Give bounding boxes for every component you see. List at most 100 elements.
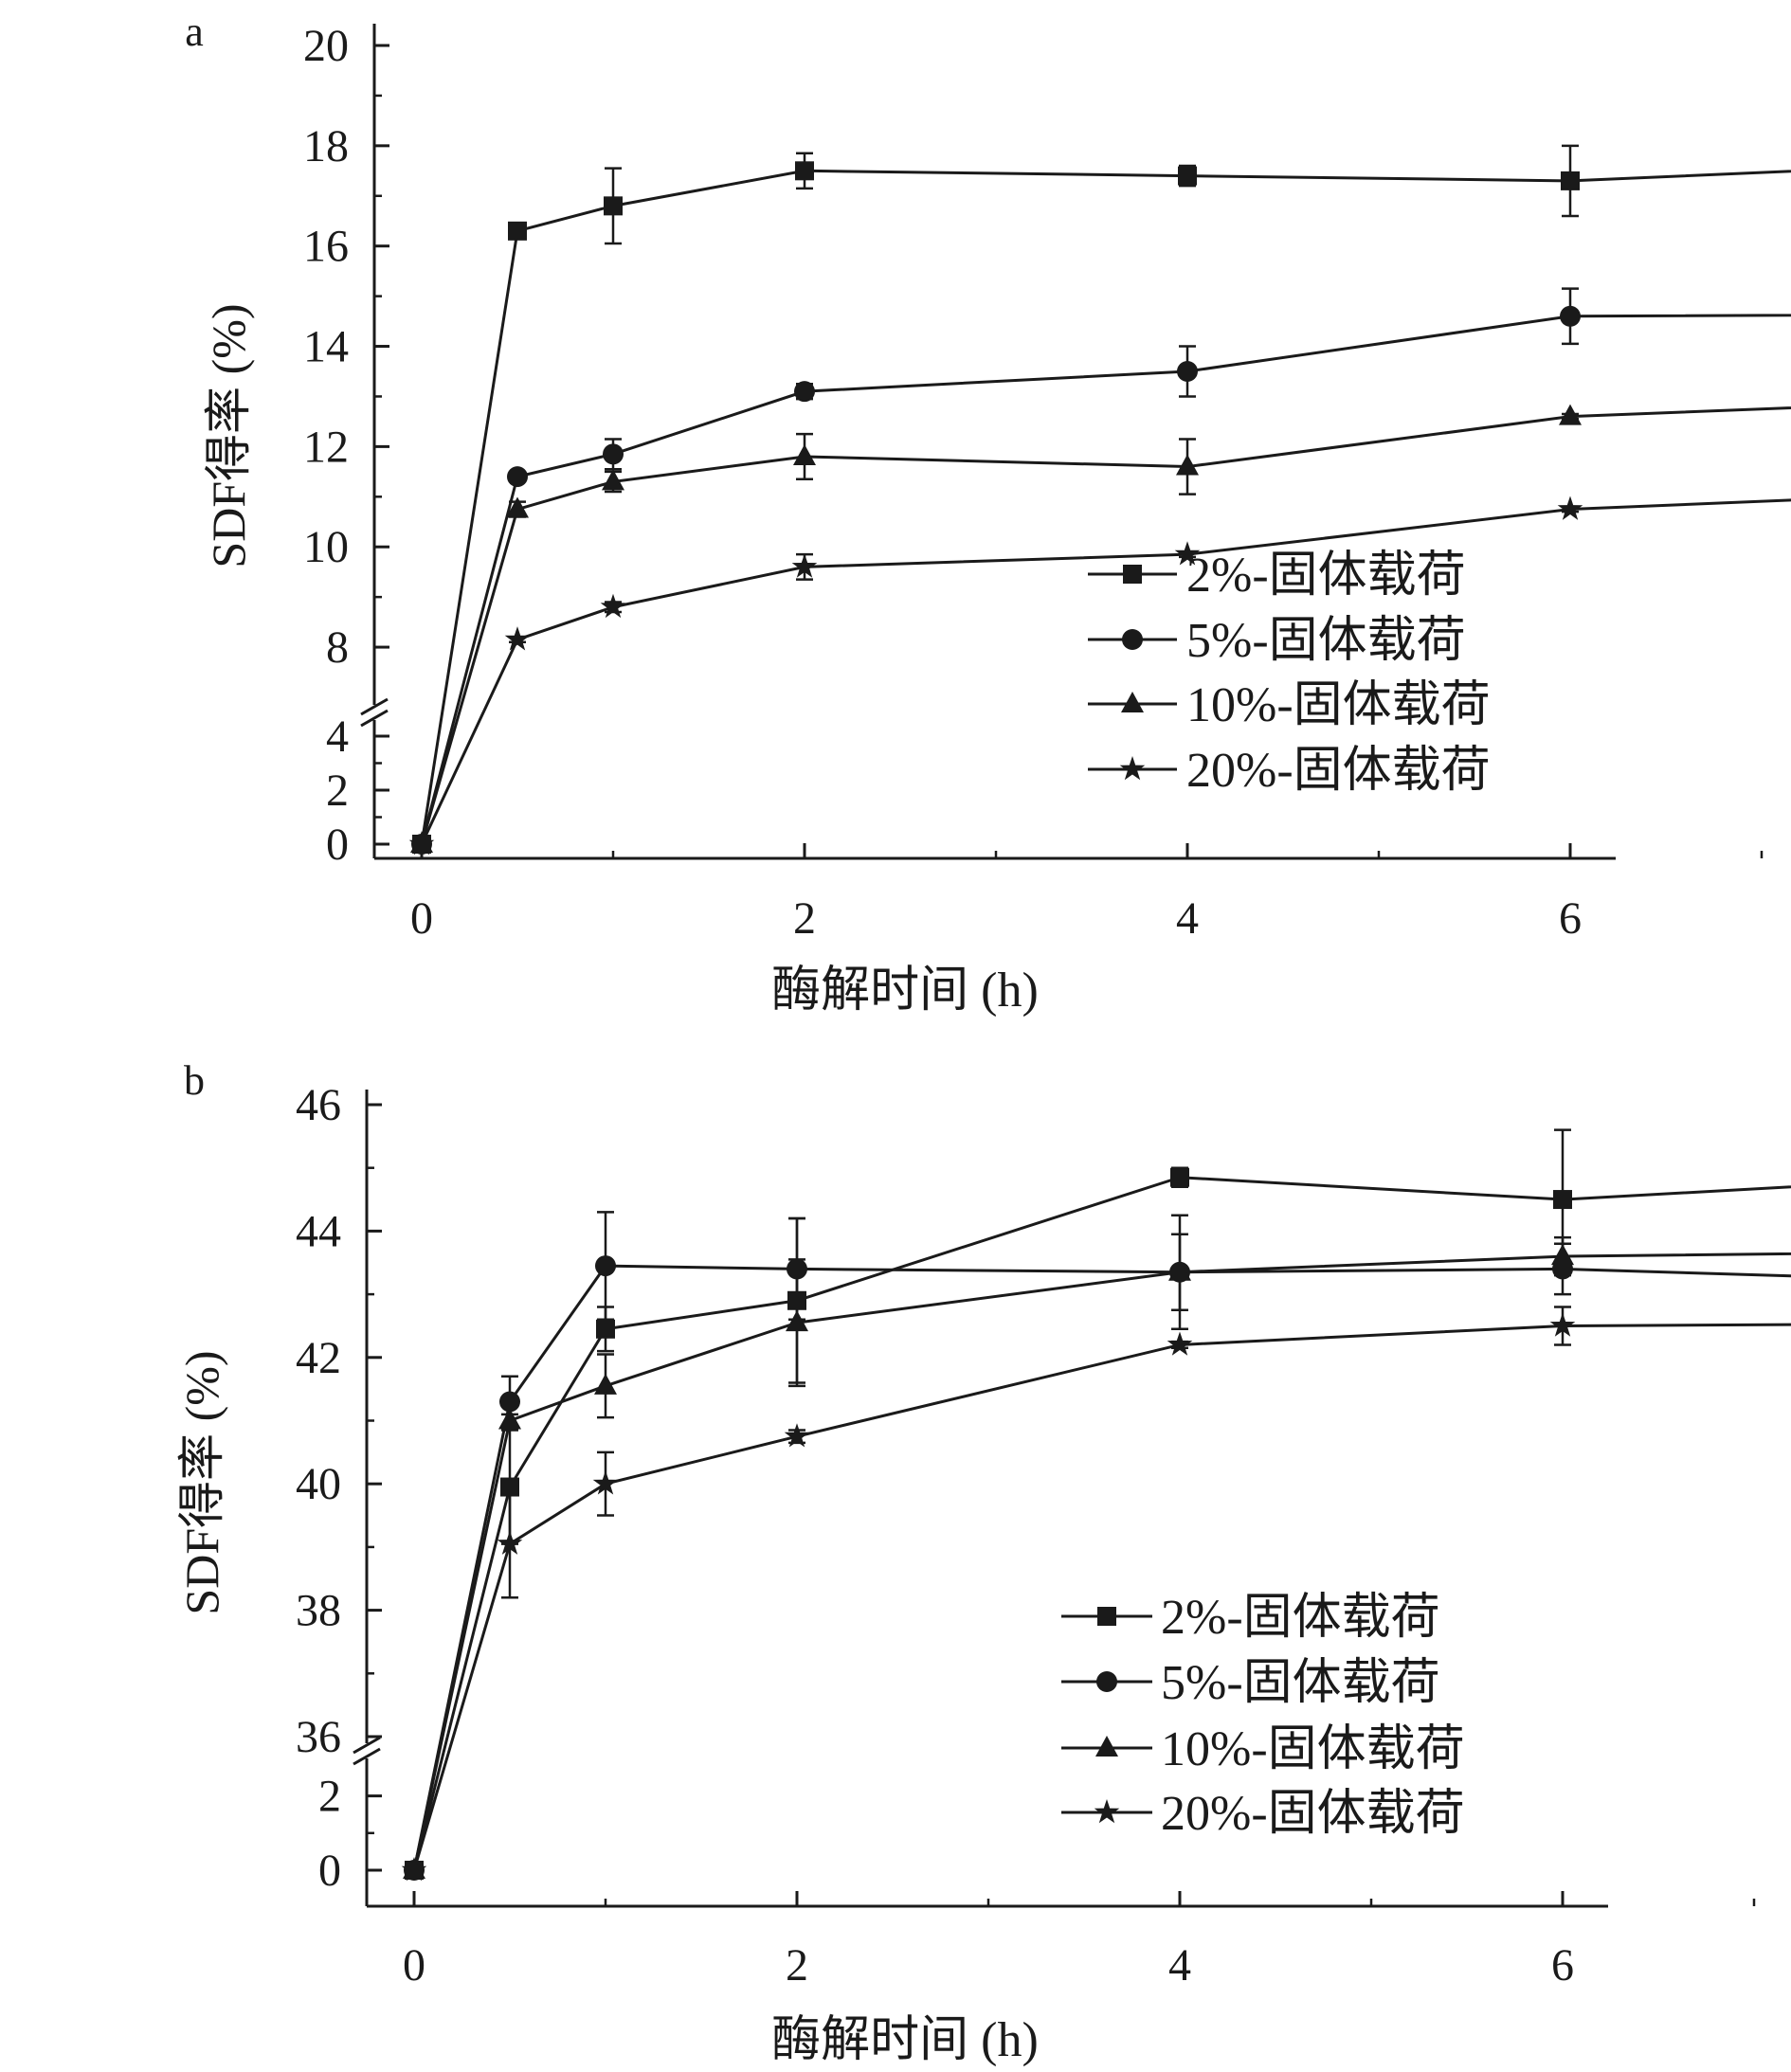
data-point xyxy=(497,1530,523,1555)
data-point xyxy=(596,1319,615,1339)
x-axis-label-a: 酶解时间 (h) xyxy=(771,964,1039,1018)
data-point xyxy=(401,1857,427,1882)
data-point xyxy=(1174,541,1201,566)
legend-marker xyxy=(1122,629,1143,650)
x-tick-label: 2 xyxy=(786,1940,808,1991)
legend-label: 10%-固体载荷 xyxy=(1161,1722,1465,1776)
data-point xyxy=(1559,404,1582,425)
y-axis-break-mark xyxy=(353,1747,381,1766)
y-axis-label-b: SDF得率 (%) xyxy=(175,1350,228,1614)
y-tick-label: 0 xyxy=(326,820,349,870)
x-tick-label: 2 xyxy=(793,893,816,944)
x-axis-label-b: 酶解时间 (h) xyxy=(771,2013,1039,2067)
y-axis-break-mark xyxy=(360,709,389,728)
data-point xyxy=(499,1391,520,1413)
x-tick-label: 0 xyxy=(410,893,433,944)
series-line xyxy=(420,314,1791,845)
data-point xyxy=(594,1373,617,1395)
y-tick-label: 18 xyxy=(303,121,349,171)
y-tick-label: 40 xyxy=(296,1459,341,1509)
data-point xyxy=(794,381,815,403)
data-point xyxy=(603,443,624,465)
data-point xyxy=(1549,1312,1576,1337)
data-point xyxy=(604,196,623,216)
legend-marker xyxy=(1119,756,1146,781)
x-tick-label: 6 xyxy=(1551,1940,1574,1991)
data-point xyxy=(506,496,529,518)
chart-panel-a: a SDF得率 (%) 酶解时间 (h) 0246810120248101214… xyxy=(185,9,1791,1018)
y-tick-label: 0 xyxy=(318,1846,341,1896)
data-point xyxy=(1176,454,1199,476)
axes-b: 02468101202363840424446 xyxy=(296,1080,1756,1991)
y-tick-label: 2 xyxy=(318,1772,341,1822)
data-point xyxy=(1561,171,1580,190)
legend-label: 2%-固体载荷 xyxy=(1186,549,1466,603)
series-line xyxy=(412,1252,1791,1871)
data-point xyxy=(508,221,527,241)
plot-area-a xyxy=(408,144,1791,856)
legend-label: 20%-固体载荷 xyxy=(1186,744,1491,798)
legend-label: 5%-固体载荷 xyxy=(1161,1656,1440,1710)
data-point xyxy=(500,1477,519,1497)
y-axis-break-mark xyxy=(353,1736,381,1755)
data-point xyxy=(1170,1167,1189,1187)
data-point xyxy=(1551,1244,1574,1266)
y-axis-label-a: SDF得率 (%) xyxy=(202,303,255,568)
panel-label-a: a xyxy=(185,9,204,55)
y-tick-label: 44 xyxy=(296,1206,341,1256)
x-tick-label: 6 xyxy=(1559,893,1582,944)
x-tick-label: 0 xyxy=(403,1940,425,1991)
legend-a: 2%-固体载荷 5%-固体载荷 10%-固体载荷 20%-固体载荷 xyxy=(1088,549,1491,798)
series-line xyxy=(420,498,1791,845)
data-point xyxy=(793,443,816,465)
panel-label-b: b xyxy=(184,1057,205,1104)
y-tick-label: 16 xyxy=(303,222,349,272)
legend-label: 20%-固体载荷 xyxy=(1161,1787,1465,1841)
series-line xyxy=(412,1323,1791,1871)
chart-panel-b: b SDF得率 (%) 酶解时间 (h) 0246810120236384042… xyxy=(175,1057,1791,2067)
data-point xyxy=(1178,166,1197,186)
y-tick-label: 2 xyxy=(326,766,349,816)
data-point xyxy=(600,593,626,619)
data-point xyxy=(1168,1259,1191,1281)
series-line xyxy=(412,1176,1791,1871)
y-tick-label: 4 xyxy=(326,712,349,762)
data-point xyxy=(504,626,531,651)
legend-label: 10%-固体载荷 xyxy=(1186,678,1491,732)
y-tick-label: 38 xyxy=(296,1586,341,1636)
data-point xyxy=(1177,361,1198,382)
data-point xyxy=(1553,1190,1572,1210)
axes-a: 0246810120248101214161820 xyxy=(303,21,1764,944)
y-tick-label: 10 xyxy=(303,522,349,572)
y-tick-label: 46 xyxy=(296,1080,341,1130)
data-point xyxy=(1557,495,1583,520)
data-point xyxy=(408,831,435,856)
data-point xyxy=(784,1423,810,1448)
y-tick-label: 20 xyxy=(303,21,349,71)
data-point xyxy=(595,1255,616,1277)
series-line xyxy=(420,169,1791,845)
legend-marker xyxy=(1097,1607,1116,1626)
y-tick-label: 12 xyxy=(303,422,349,472)
legend-marker xyxy=(1123,565,1142,584)
y-axis-break-mark xyxy=(360,697,389,716)
data-point xyxy=(498,1408,521,1430)
y-tick-label: 36 xyxy=(296,1712,341,1762)
data-point xyxy=(795,161,814,181)
y-tick-label: 14 xyxy=(303,322,349,372)
x-tick-label: 4 xyxy=(1168,1940,1191,1991)
y-tick-label: 8 xyxy=(326,622,349,673)
data-point xyxy=(786,1310,808,1332)
data-point xyxy=(1560,305,1581,327)
legend-marker xyxy=(1095,1736,1118,1757)
legend-label: 2%-固体载荷 xyxy=(1161,1591,1440,1645)
data-point xyxy=(1167,1331,1193,1356)
data-point xyxy=(507,466,528,488)
data-point xyxy=(592,1470,619,1495)
legend-marker xyxy=(1121,692,1144,712)
legend-marker xyxy=(1094,1799,1120,1824)
y-tick-label: 42 xyxy=(296,1333,341,1383)
series-line xyxy=(412,1264,1791,1871)
plot-area-b xyxy=(401,1128,1791,1882)
